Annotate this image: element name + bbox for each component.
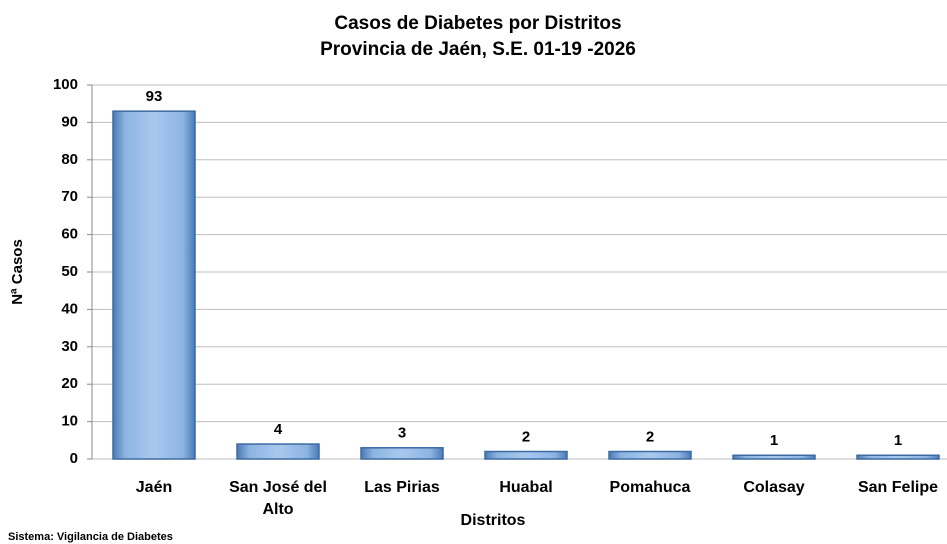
bar [856, 454, 940, 460]
data-label: 3 [398, 425, 406, 442]
data-label: 1 [770, 432, 778, 449]
y-tick-label: 80 [61, 151, 78, 168]
y-tick-label: 100 [53, 76, 78, 93]
bar [608, 450, 692, 460]
bar [732, 454, 816, 460]
y-tick-label: 40 [61, 300, 78, 317]
y-tick-label: 0 [70, 450, 78, 467]
data-label: 4 [274, 421, 283, 438]
y-tick-label: 50 [61, 263, 78, 280]
bar [360, 447, 444, 460]
data-label: 1 [894, 432, 902, 449]
chart-title: Casos de Diabetes por Distritos [334, 13, 621, 34]
y-tick-label: 20 [61, 375, 78, 392]
y-axis-label: Nª Casos [9, 239, 26, 305]
y-tick-label: 10 [61, 413, 78, 430]
chart-subtitle: Provincia de Jaén, S.E. 01-19 -2026 [320, 39, 636, 60]
source-note: Sistema: Vigilancia de Diabetes [8, 531, 173, 543]
data-label: 2 [522, 428, 530, 445]
bar [484, 450, 568, 460]
y-tick-label: 30 [61, 338, 78, 355]
y-tick-label: 90 [61, 113, 78, 130]
x-tick-label: San Felipe [857, 479, 939, 496]
x-tick-label: Huabal [499, 479, 553, 496]
x-tick-label: Las Pirias [364, 479, 440, 496]
data-label: 93 [146, 88, 163, 105]
x-tick-label: Colasay [743, 479, 805, 496]
bar [112, 110, 196, 460]
y-tick-label: 60 [61, 226, 78, 243]
x-tick-label: Jaén [135, 479, 173, 496]
x-axis-label: Distritos [461, 512, 526, 529]
y-tick-label: 70 [61, 188, 78, 205]
data-label: 2 [646, 428, 654, 445]
bar [236, 443, 320, 460]
x-tick-label: San José del Alto [229, 479, 327, 518]
x-tick-label: Pomahuca [609, 479, 691, 496]
